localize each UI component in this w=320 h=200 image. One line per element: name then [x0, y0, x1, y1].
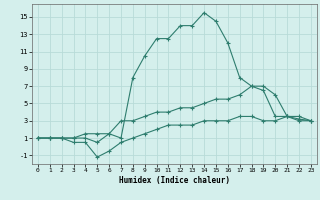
- X-axis label: Humidex (Indice chaleur): Humidex (Indice chaleur): [119, 176, 230, 185]
